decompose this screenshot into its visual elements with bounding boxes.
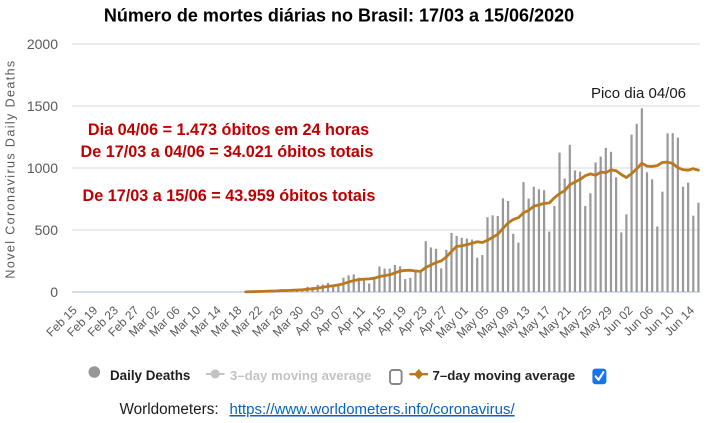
svg-text:Pico dia 04/06: Pico dia 04/06 — [591, 85, 686, 102]
svg-text:De 17/03 a 04/06 = 34.021 óbit: De 17/03 a 04/06 = 34.021 óbitos totais — [81, 143, 374, 161]
svg-text:Daily Deaths: Daily Deaths — [110, 368, 190, 383]
svg-text:Worldometers:: Worldometers: — [120, 401, 219, 418]
svg-text:Dia 04/06 = 1.473 óbitos em 24: Dia 04/06 = 1.473 óbitos em 24 horas — [88, 121, 369, 139]
svg-text:500: 500 — [35, 222, 59, 238]
svg-text:7–day moving average: 7–day moving average — [433, 368, 576, 383]
svg-text:2000: 2000 — [27, 36, 58, 52]
svg-text:1000: 1000 — [27, 160, 58, 176]
svg-text:Novel Coronavirus Daily Deaths: Novel Coronavirus Daily Deaths — [4, 59, 18, 278]
svg-text:https://www.worldometers.info/: https://www.worldometers.info/coronaviru… — [230, 401, 516, 418]
svg-text:De 17/03 a 15/06 = 43.959 óbit: De 17/03 a 15/06 = 43.959 óbitos totais — [83, 187, 376, 205]
svg-text:1500: 1500 — [27, 98, 58, 114]
svg-text:0: 0 — [50, 284, 58, 300]
svg-text:3–day moving average: 3–day moving average — [230, 368, 371, 383]
svg-text:Número de mortes diárias no Br: Número de mortes diárias no Brasil: 17/0… — [104, 6, 574, 26]
